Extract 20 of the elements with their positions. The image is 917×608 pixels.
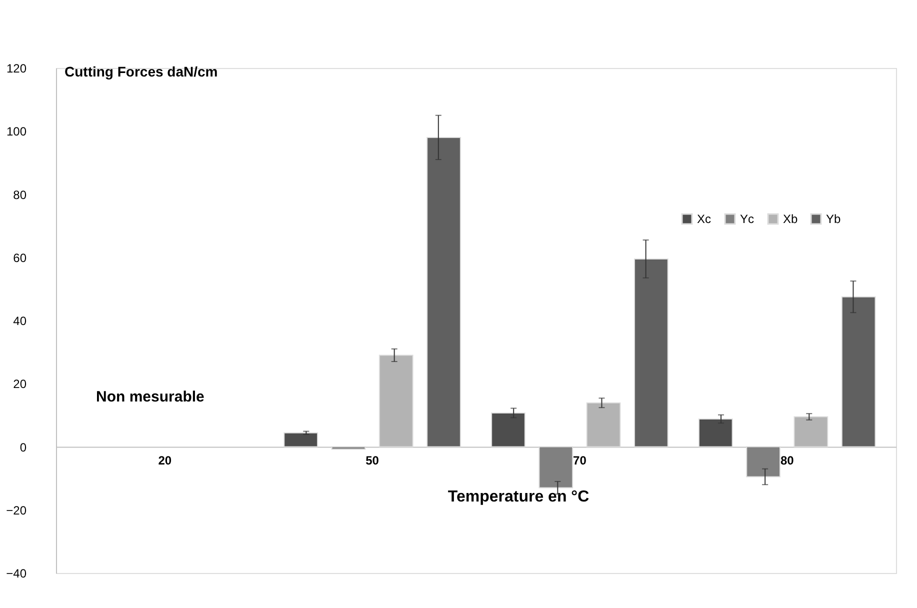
y-tick-label: 80 (13, 188, 27, 202)
y-tick-label: 0 (20, 440, 27, 454)
y-tick-label: −20 (6, 503, 27, 518)
x-tick-label: 50 (366, 453, 380, 468)
x-tick-label: 80 (780, 453, 794, 468)
legend-label: Yb (826, 212, 842, 226)
y-tick-label: 20 (13, 377, 27, 392)
y-axis-title: Cutting Forces daN/cm (64, 64, 218, 80)
legend-label: Yc (740, 212, 754, 226)
x-tick-label: 20 (158, 453, 172, 468)
legend-label: Xc (697, 212, 712, 226)
annotation: Non mesurable (96, 388, 204, 406)
x-tick-label: 70 (573, 453, 587, 468)
y-tick-label: 60 (13, 250, 27, 265)
x-axis-title: Temperature en °C (448, 488, 590, 506)
legend-label: Xb (783, 212, 798, 226)
y-tick-label: −40 (6, 566, 27, 580)
y-tick-label: 120 (6, 62, 27, 76)
y-tick-label: 100 (6, 124, 27, 139)
y-tick-label: 40 (13, 314, 27, 328)
